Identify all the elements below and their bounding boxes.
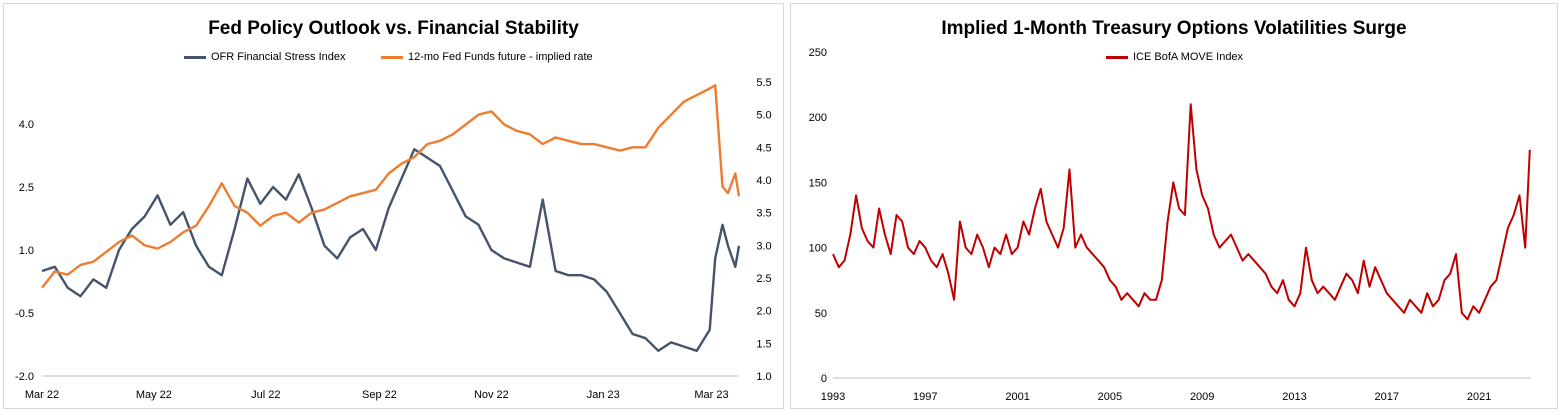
y-right-tick-label: 2.5 bbox=[756, 273, 771, 285]
x-tick-label: May 22 bbox=[136, 389, 172, 401]
x-tick-label: Mar 23 bbox=[694, 389, 728, 401]
y-tick-label: 50 bbox=[815, 308, 827, 320]
x-tick-label: 1997 bbox=[913, 391, 937, 403]
y-right-tick-label: 3.0 bbox=[756, 240, 771, 252]
legend-swatch bbox=[1106, 55, 1128, 59]
legend-item-fed-funds: 12-mo Fed Funds future - implied rate bbox=[381, 51, 593, 63]
y-left-tick-label: 2.5 bbox=[19, 182, 34, 194]
y-right-tick-label: 1.0 bbox=[756, 371, 771, 383]
chart-title: Implied 1-Month Treasury Options Volatil… bbox=[941, 18, 1407, 39]
x-tick-label: 2013 bbox=[1282, 391, 1306, 403]
fed-policy-plot: -2.0 -0.5 1.0 2.5 4.0 1.0 1.5 2.0 2.5 3.0 3.5 4.0 4.… bbox=[15, 77, 772, 401]
legend-item-ofr: OFR Financial Stress Index bbox=[184, 51, 346, 63]
move-index-chart-panel: Implied 1-Month Treasury Options Volatil… bbox=[790, 3, 1558, 409]
move-index-plot: 0 50 100 150 200 250 1993 1997 2001 2005 2009 2013 2… bbox=[809, 47, 1531, 403]
x-tick-label: Jul 22 bbox=[251, 389, 280, 401]
x-tick-label: 2009 bbox=[1190, 391, 1214, 403]
legend-swatch bbox=[184, 55, 206, 59]
x-tick-label: 2017 bbox=[1375, 391, 1399, 403]
fed-funds-implied-rate-line bbox=[41, 84, 741, 289]
y-left-tick-label: -2.0 bbox=[15, 371, 34, 383]
x-tick-label: Mar 22 bbox=[25, 389, 59, 401]
x-tick-label: 1993 bbox=[821, 391, 845, 403]
x-tick-label: Sep 22 bbox=[362, 389, 397, 401]
x-tick-label: 2005 bbox=[1098, 391, 1122, 403]
ofr-stress-index-line bbox=[41, 147, 741, 352]
y-right-tick-label: 4.5 bbox=[756, 142, 771, 154]
x-tick-label: Jan 23 bbox=[587, 389, 620, 401]
x-tick-label: 2001 bbox=[1005, 391, 1029, 403]
y-tick-label: 0 bbox=[821, 373, 827, 385]
y-tick-label: 150 bbox=[809, 177, 827, 189]
y-right-tick-label: 1.5 bbox=[756, 338, 771, 350]
y-tick-label: 200 bbox=[809, 112, 827, 124]
chart-title: Fed Policy Outlook vs. Financial Stabili… bbox=[208, 18, 579, 39]
y-left-tick-label: 4.0 bbox=[19, 119, 34, 131]
legend-label: OFR Financial Stress Index bbox=[211, 51, 346, 63]
legend-item-move: ICE BofA MOVE Index bbox=[1106, 51, 1243, 63]
y-tick-label: 250 bbox=[809, 47, 827, 59]
legend-label: 12-mo Fed Funds future - implied rate bbox=[408, 51, 593, 63]
x-tick-label: Nov 22 bbox=[474, 389, 509, 401]
y-left-tick-label: 1.0 bbox=[19, 245, 34, 257]
move-index-line bbox=[832, 103, 1531, 321]
fed-policy-chart-panel: Fed Policy Outlook vs. Financial Stabili… bbox=[3, 3, 784, 409]
y-right-tick-label: 3.5 bbox=[756, 208, 771, 220]
y-right-tick-label: 5.0 bbox=[756, 110, 771, 122]
y-right-tick-label: 5.5 bbox=[756, 77, 771, 89]
y-right-tick-label: 4.0 bbox=[756, 175, 771, 187]
y-right-tick-label: 2.0 bbox=[756, 306, 771, 318]
x-tick-label: 2021 bbox=[1467, 391, 1491, 403]
legend-swatch bbox=[381, 55, 403, 59]
y-left-tick-label: -0.5 bbox=[15, 308, 34, 320]
y-tick-label: 100 bbox=[809, 243, 827, 255]
legend-label: ICE BofA MOVE Index bbox=[1133, 51, 1244, 63]
